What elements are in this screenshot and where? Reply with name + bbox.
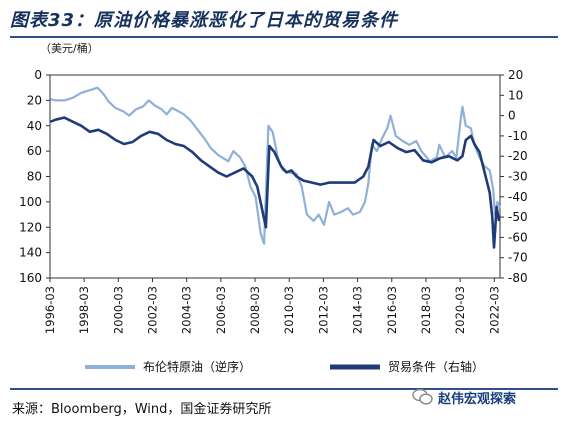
legend-label: 贸易条件（右轴） [388, 359, 484, 374]
left-axis-unit-label: （美元/桶） [40, 41, 99, 55]
left-axis: 0 20 40 60 80 100 120 140 160 [19, 68, 50, 285]
right-tick-label: 20 [508, 68, 523, 82]
x-tick-label: 1996-03 [43, 286, 57, 334]
series-terms-of-trade-line [50, 116, 501, 249]
right-tick-label: -80 [508, 271, 528, 285]
source-note: 来源：Bloomberg，Wind，国金证券研究所 [12, 402, 272, 417]
x-tick-label: 2020-03 [453, 286, 467, 334]
right-tick-label: -50 [508, 210, 528, 224]
left-tick-label: 20 [27, 93, 42, 107]
x-tick-label: 2022-03 [487, 286, 501, 334]
x-tick-label: 2016-03 [385, 286, 399, 334]
chart-title: 图表33：原油价格暴涨恶化了日本的贸易条件 [10, 10, 399, 31]
x-tick-label: 2002-03 [145, 286, 159, 334]
legend-label: 布伦特原油（逆序） [143, 359, 251, 374]
series-brent-line [50, 86, 502, 245]
x-tick-label: 2008-03 [248, 286, 262, 334]
left-tick-label: 40 [27, 119, 42, 133]
title-divider [10, 36, 558, 38]
right-tick-label: -70 [508, 251, 528, 265]
right-tick-label: -10 [508, 129, 528, 143]
x-axis: 1996-03 1998-03 2000-03 2002-03 2004-03 2006-… [43, 278, 501, 334]
right-tick-label: 0 [508, 109, 516, 123]
x-tick-label: 2010-03 [282, 286, 296, 334]
x-tick-label: 2000-03 [111, 286, 125, 334]
legend: 布伦特原油（逆序） 贸易条件（右轴） [85, 359, 484, 374]
x-tick-label: 2014-03 [351, 286, 365, 334]
x-tick-label: 2012-03 [316, 286, 330, 334]
left-tick-label: 0 [34, 68, 42, 82]
x-tick-label: 2018-03 [419, 286, 433, 334]
plot-frame [49, 74, 501, 279]
right-tick-label: -60 [508, 230, 528, 244]
footer-divider [10, 388, 558, 390]
right-tick-label: -40 [508, 190, 528, 204]
right-tick-label: -30 [508, 170, 528, 184]
right-axis: 20 10 0 -10 -20 -30 -40 -50 -60 -70 -80 [500, 68, 528, 285]
x-tick-label: 2004-03 [180, 286, 194, 334]
left-tick-label: 80 [27, 170, 42, 184]
left-tick-label: 120 [19, 220, 42, 234]
x-tick-label: 1998-03 [77, 286, 91, 334]
right-tick-label: 10 [508, 88, 523, 102]
right-tick-label: -20 [508, 149, 528, 163]
watermark-text: 赵伟宏观探索 [438, 391, 517, 407]
left-tick-label: 160 [19, 271, 42, 285]
wechat-icon [412, 388, 433, 405]
left-tick-label: 140 [19, 246, 42, 260]
left-tick-label: 100 [19, 195, 42, 209]
watermark: 赵伟宏观探索 [412, 386, 560, 408]
x-tick-label: 2006-03 [214, 286, 228, 334]
left-tick-label: 60 [27, 144, 42, 158]
